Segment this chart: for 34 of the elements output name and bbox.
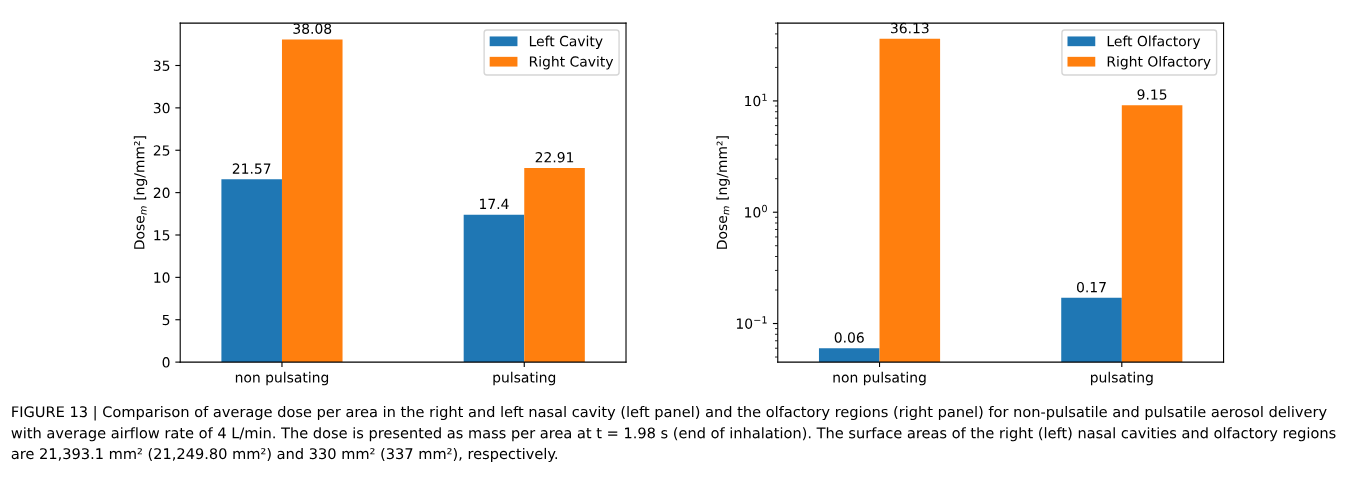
bar <box>281 39 343 363</box>
data-label: 21.57 <box>232 163 271 174</box>
y-tick-label: 30 <box>153 102 170 114</box>
legend-label: Left Olfactory <box>1107 35 1201 50</box>
x-tick-label: pulsating <box>1090 371 1153 386</box>
x-tick-label: non pulsating <box>235 371 329 386</box>
y-tick-label: 25 <box>153 145 170 156</box>
y-tick-label: 15 <box>154 230 170 241</box>
legend-label: Right Cavity <box>529 56 614 70</box>
y-axis-title: Dose$_{m}$ [ng/mm²] <box>133 136 148 249</box>
y-tick-label: 35 <box>153 60 170 71</box>
bar <box>221 179 282 363</box>
data-label: 9.15 <box>1137 89 1167 100</box>
y-tick-label: 20 <box>153 187 170 199</box>
y-axis-title: Dose$_{m}$ [ng/mm²] <box>716 136 730 249</box>
data-label: 36.13 <box>890 22 929 34</box>
legend-label: Right Olfactory <box>1107 56 1211 70</box>
y-tick-label: 10 <box>154 272 170 283</box>
bar <box>463 214 525 363</box>
bar <box>524 167 585 363</box>
y-tick-label: 5 <box>162 314 170 326</box>
x-tick-label: pulsating <box>493 371 556 386</box>
y-tick-label: 10$^{1}$ <box>745 93 767 107</box>
x-tick-label: non pulsating <box>833 371 926 386</box>
data-label: 0.17 <box>1076 281 1106 293</box>
data-label: 17.4 <box>480 198 509 209</box>
data-label: 22.91 <box>535 151 574 163</box>
caption: FIGURE 13 | Comparison of average dose per area in the right and left nasal cavity (left panel) and the olfactory regions (right panel) for non-pulsatile and pulsatile aerosol delivery with average airflow rate of 4 L/min. The dose is presented as mass per area at t = 1.98 s (end of inhalation). The surface areas of the right (left) nasal cavities and olfactory regions are 21,393.1 mm² (21,249.80 mm²) and 330 mm² (337 mm²), respectively. <box>11 405 1336 463</box>
data-label: 0.06 <box>834 332 864 343</box>
y-tick-label: 10$^{0}$ <box>745 204 767 218</box>
y-tick-label: 10$^{−1}$ <box>736 316 767 329</box>
y-tick-label: 0 <box>162 357 170 368</box>
data-label: 38.08 <box>293 23 332 34</box>
legend-label: Left Cavity <box>529 35 603 50</box>
